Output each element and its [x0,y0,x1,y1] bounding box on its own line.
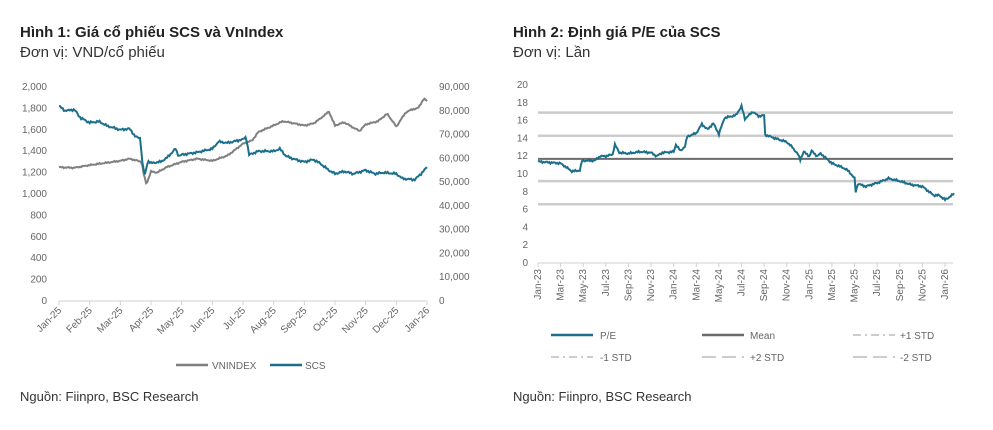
scs-line [58,105,428,183]
y-tick: 8 [522,187,528,198]
x-tick-label: Sep-25 [279,305,310,336]
y-tick: 0 [522,258,528,269]
y-right-tick: 0 [439,296,445,307]
legend-label-4: +2 STD [750,353,784,364]
y-tick: 2 [522,240,528,251]
y-tick: 14 [517,133,529,144]
y-right-tick: 70,000 [439,130,470,141]
y-left-tick: 200 [30,275,47,286]
pe-line [537,101,955,202]
x-tick-label: Jan-24 [669,269,680,300]
x-tick-label: May-24 [714,269,725,303]
legend-label-5: -2 STD [900,353,932,364]
y-left-tick: 2,000 [22,82,47,93]
chart2-title: Hình 2: Định giá P/E của SCS [513,24,721,41]
chart1-source: Nguồn: Fiinpro, BSC Research [20,389,199,404]
x-tick-label: Jan-26 [403,305,433,335]
chart2-unit: Đơn vị: Lần [513,44,591,61]
x-tick-label: Jan-25 [35,305,65,335]
chart1-unit: Đơn vị: VND/cổ phiếu [20,44,165,61]
y-tick: 16 [517,116,529,127]
y-left-tick: 400 [30,253,47,264]
y-tick: 4 [522,222,528,233]
y-right-tick: 30,000 [439,225,470,236]
x-tick-label: Mar-25 [95,305,125,335]
x-tick-label: May-23 [578,269,589,303]
y-right-tick: 20,000 [439,248,470,259]
x-tick-label: Nov-25 [917,269,928,302]
chart1-title: Hình 1: Giá cổ phiếu SCS và VnIndex [20,24,284,41]
y-left-tick: 600 [30,232,47,243]
legend-vnindex-label: VNINDEX [212,361,257,372]
x-tick-label: Sep-23 [623,269,634,302]
x-tick-label: Mar-23 [556,269,567,301]
x-tick-label: Nov-25 [340,305,371,336]
y-left-tick: 1,800 [22,103,47,114]
vnindex-line [58,97,428,186]
x-tick-label: May-25 [850,269,861,303]
chart2-source: Nguồn: Fiinpro, BSC Research [513,389,692,404]
x-tick-label: Mar-24 [691,269,702,301]
y-right-tick: 40,000 [439,201,470,212]
x-tick-label: Jul-24 [737,269,748,297]
y-right-tick: 50,000 [439,177,470,188]
x-tick-label: Mar-25 [827,269,838,301]
x-tick-label: Apr-25 [127,305,156,334]
x-tick-label: Oct-25 [311,305,340,334]
x-tick-label: Feb-25 [65,305,95,335]
y-left-tick: 1,000 [22,189,47,200]
y-right-tick: 80,000 [439,106,470,117]
y-left-tick: 1,600 [22,125,47,136]
y-tick: 10 [517,169,529,180]
y-tick: 12 [517,151,529,162]
x-tick-label: Jul-25 [872,269,883,297]
x-tick-label: Jan-25 [804,269,815,300]
y-tick: 20 [517,80,529,91]
x-tick-label: Dec-25 [371,305,402,336]
x-tick-label: Jan-26 [940,269,951,300]
legend-label-2: +1 STD [900,331,934,342]
x-tick-label: Jul-25 [221,305,248,332]
legend-label-1: Mean [750,331,775,342]
y-right-tick: 60,000 [439,153,470,164]
y-left-tick: 0 [41,296,47,307]
x-tick-label: Sep-25 [895,269,906,302]
y-tick: 18 [517,98,529,109]
y-left-tick: 1,400 [22,146,47,157]
y-left-tick: 800 [30,210,47,221]
legend-label-3: -1 STD [600,353,632,364]
x-tick-label: Jan-23 [533,269,544,300]
legend-scs-label: SCS [305,361,326,372]
x-tick-label: May-25 [155,305,187,337]
x-tick-label: Aug-25 [248,305,279,336]
y-tick: 6 [522,205,528,216]
x-tick-label: Jul-23 [601,269,612,297]
x-tick-label: Jun-25 [188,305,218,335]
y-left-tick: 1,200 [22,168,47,179]
x-tick-label: Sep-24 [759,269,770,302]
x-tick-label: Nov-24 [782,269,793,302]
x-tick-label: Nov-23 [646,269,657,302]
y-right-tick: 90,000 [439,82,470,93]
y-right-tick: 10,000 [439,272,470,283]
legend-label-0: P/E [600,331,616,342]
